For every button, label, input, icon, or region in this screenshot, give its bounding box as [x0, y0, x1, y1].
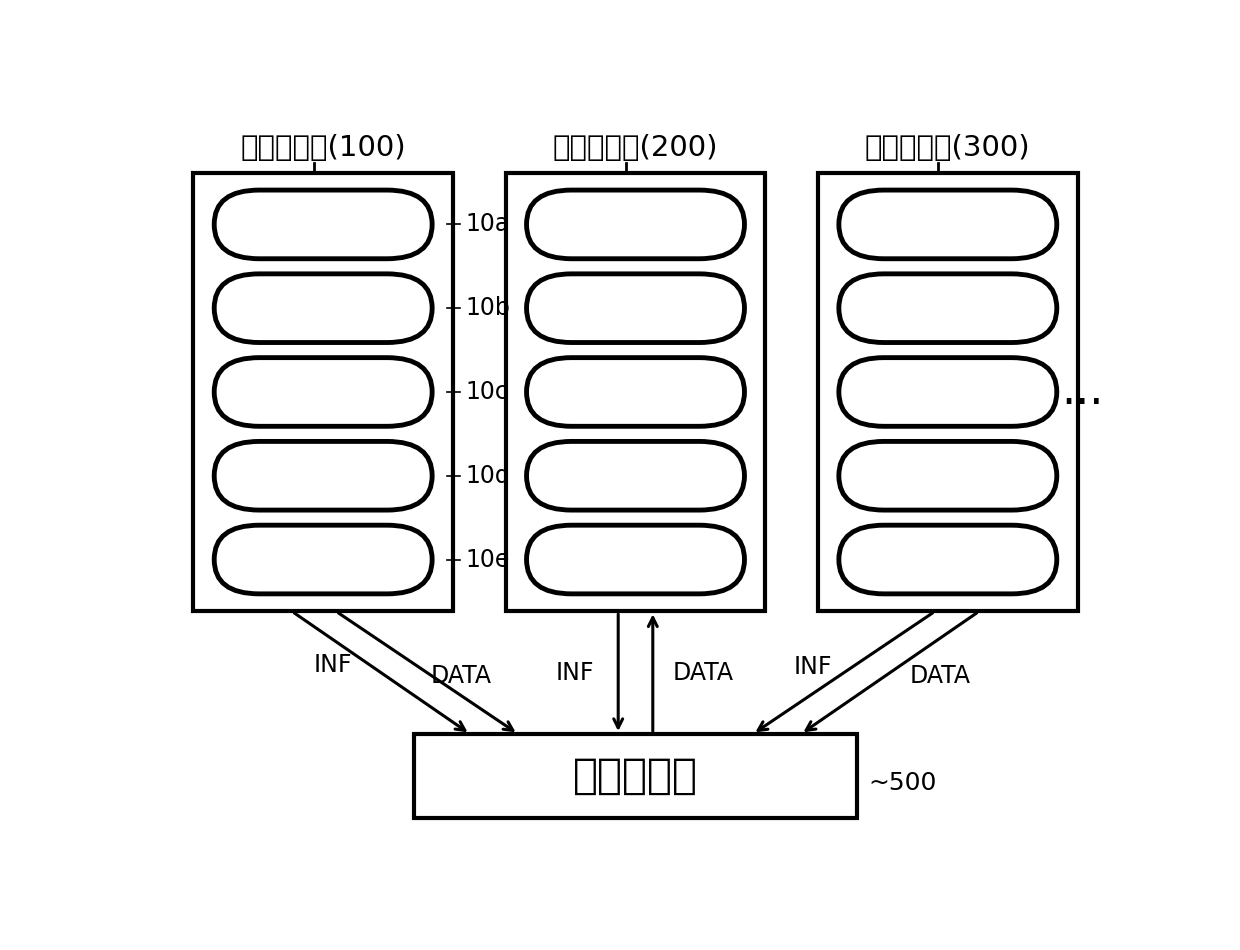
FancyBboxPatch shape	[527, 274, 744, 343]
Text: ...: ...	[1061, 370, 1104, 413]
Text: DATA: DATA	[430, 664, 491, 689]
Bar	[193, 173, 453, 612]
Text: 10d: 10d	[465, 464, 510, 487]
Text: DATA: DATA	[672, 660, 733, 685]
Bar	[414, 734, 857, 818]
Text: 10e: 10e	[465, 547, 510, 572]
Text: INF: INF	[314, 654, 352, 677]
Text: 10c: 10c	[465, 380, 508, 404]
Text: 10a: 10a	[465, 213, 510, 237]
Bar	[506, 173, 765, 612]
FancyBboxPatch shape	[838, 357, 1056, 427]
FancyBboxPatch shape	[838, 274, 1056, 343]
Text: 第一填充站(100): 第一填充站(100)	[241, 134, 405, 162]
Text: INF: INF	[556, 660, 594, 685]
FancyBboxPatch shape	[215, 274, 433, 343]
Text: 第三填充站(300): 第三填充站(300)	[866, 134, 1030, 162]
Text: DATA: DATA	[909, 664, 971, 689]
FancyBboxPatch shape	[838, 525, 1056, 594]
FancyBboxPatch shape	[215, 525, 433, 594]
FancyBboxPatch shape	[838, 442, 1056, 510]
FancyBboxPatch shape	[527, 442, 744, 510]
FancyBboxPatch shape	[215, 442, 433, 510]
FancyBboxPatch shape	[215, 357, 433, 427]
Bar	[818, 173, 1078, 612]
FancyBboxPatch shape	[838, 190, 1056, 258]
Text: INF: INF	[794, 655, 832, 679]
Text: 第二填充站(200): 第二填充站(200)	[553, 134, 718, 162]
Text: 10b: 10b	[465, 296, 511, 320]
Text: 中央服务器: 中央服务器	[573, 755, 698, 797]
FancyBboxPatch shape	[527, 525, 744, 594]
Text: ~500: ~500	[868, 771, 936, 795]
FancyBboxPatch shape	[215, 190, 433, 258]
FancyBboxPatch shape	[527, 190, 744, 258]
FancyBboxPatch shape	[527, 357, 744, 427]
